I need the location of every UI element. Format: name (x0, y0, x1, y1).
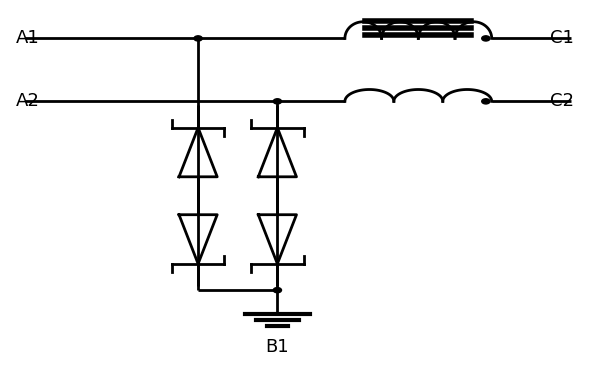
Text: A2: A2 (16, 93, 40, 110)
Circle shape (482, 99, 490, 104)
Circle shape (273, 99, 281, 104)
Text: A1: A1 (16, 29, 40, 47)
Circle shape (194, 36, 202, 41)
Text: C1: C1 (550, 29, 574, 47)
Circle shape (273, 288, 281, 293)
Text: C2: C2 (550, 93, 574, 110)
Text: B1: B1 (266, 338, 289, 356)
Circle shape (482, 36, 490, 41)
